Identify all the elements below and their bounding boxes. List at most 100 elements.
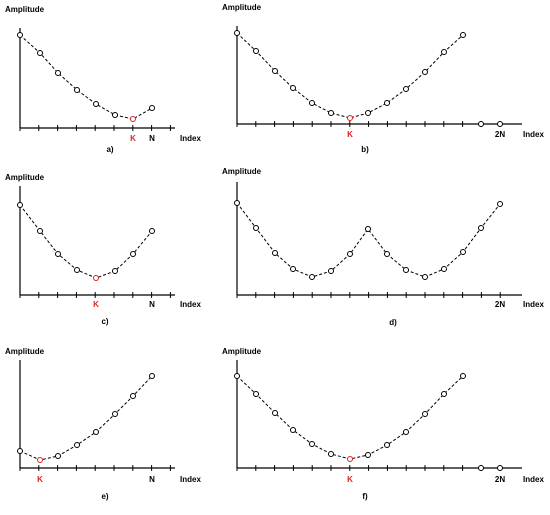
x-label: Index (523, 475, 544, 484)
sample (365, 452, 371, 458)
axis-sample (478, 121, 484, 127)
sample (55, 70, 61, 76)
x-label: Index (180, 134, 201, 143)
sample (422, 274, 428, 280)
sample (290, 266, 296, 272)
sample (347, 115, 353, 121)
sample (460, 32, 466, 38)
caption: d) (389, 318, 397, 327)
panel: Amplitude Index f) K 2N (222, 347, 544, 501)
x-marker: 2N (495, 130, 505, 139)
sample (234, 200, 240, 206)
sample (234, 373, 240, 379)
sample (253, 225, 259, 231)
sample (384, 100, 390, 106)
sample (17, 202, 23, 208)
x-marker: N (149, 300, 155, 309)
sample (441, 391, 447, 397)
sample (149, 228, 155, 234)
caption: c) (101, 317, 108, 326)
sample (37, 50, 43, 56)
sample (309, 441, 315, 447)
sample (130, 251, 136, 257)
sample (74, 442, 80, 448)
curve (236, 32, 464, 119)
sample (441, 266, 447, 272)
caption: a) (106, 145, 113, 154)
sample (328, 110, 334, 116)
sample (328, 268, 334, 274)
curve (236, 202, 501, 278)
sample (403, 86, 409, 92)
x-marker: N (149, 475, 155, 484)
sample (93, 101, 99, 107)
sample (290, 85, 296, 91)
sample (460, 249, 466, 255)
y-label: Amplitude (5, 347, 45, 356)
panel: Amplitude Index b) K 2N (222, 3, 544, 154)
sample (422, 411, 428, 417)
sample (234, 30, 240, 36)
x-marker: K (93, 300, 99, 309)
x-label: Index (523, 130, 544, 139)
sample (365, 110, 371, 116)
sample (272, 410, 278, 416)
x-marker: 2N (495, 300, 505, 309)
x-label: Index (180, 475, 201, 484)
sample (365, 226, 371, 232)
sample (93, 275, 99, 281)
panel: Amplitude Index c)K N (5, 173, 201, 326)
x-marker: K (37, 475, 43, 484)
x-marker: K (347, 130, 353, 139)
curve (19, 204, 153, 279)
sample (17, 32, 23, 38)
axis-sample (497, 465, 503, 471)
sample (112, 268, 118, 274)
sample (253, 48, 259, 54)
panel: Amplitude Index a) K N (5, 5, 201, 154)
x-marker: 2N (495, 475, 505, 484)
sample (112, 112, 118, 118)
sample (347, 251, 353, 257)
sample (74, 267, 80, 273)
sample (74, 87, 80, 93)
sample (422, 69, 428, 75)
sample (290, 427, 296, 433)
sample (17, 448, 23, 454)
curve (236, 375, 464, 460)
y-label: Amplitude (222, 167, 262, 176)
sample (149, 373, 155, 379)
sample (93, 429, 99, 435)
sample (403, 267, 409, 273)
curve (19, 375, 153, 461)
sample (309, 274, 315, 280)
x-label: Index (180, 300, 201, 309)
y-label: Amplitude (222, 3, 262, 12)
sample (55, 251, 61, 257)
sample (272, 68, 278, 74)
caption: e) (101, 492, 108, 501)
y-label: Amplitude (5, 173, 45, 182)
sample (309, 100, 315, 106)
sample (112, 411, 118, 417)
sample (441, 49, 447, 55)
y-label: Amplitude (222, 347, 262, 356)
sample (384, 442, 390, 448)
sample (55, 453, 61, 459)
sample (253, 391, 259, 397)
sample (328, 451, 334, 457)
sample (37, 228, 43, 234)
sample (384, 251, 390, 257)
sample (130, 116, 136, 122)
sample (149, 105, 155, 111)
caption: b) (361, 145, 369, 154)
panel: Amplitude Index e) K N (5, 347, 201, 501)
x-marker: N (149, 134, 155, 143)
curve (19, 34, 153, 120)
sample (478, 225, 484, 231)
axis-sample (497, 121, 503, 127)
sample (37, 457, 43, 463)
sample (460, 373, 466, 379)
sample (272, 250, 278, 256)
